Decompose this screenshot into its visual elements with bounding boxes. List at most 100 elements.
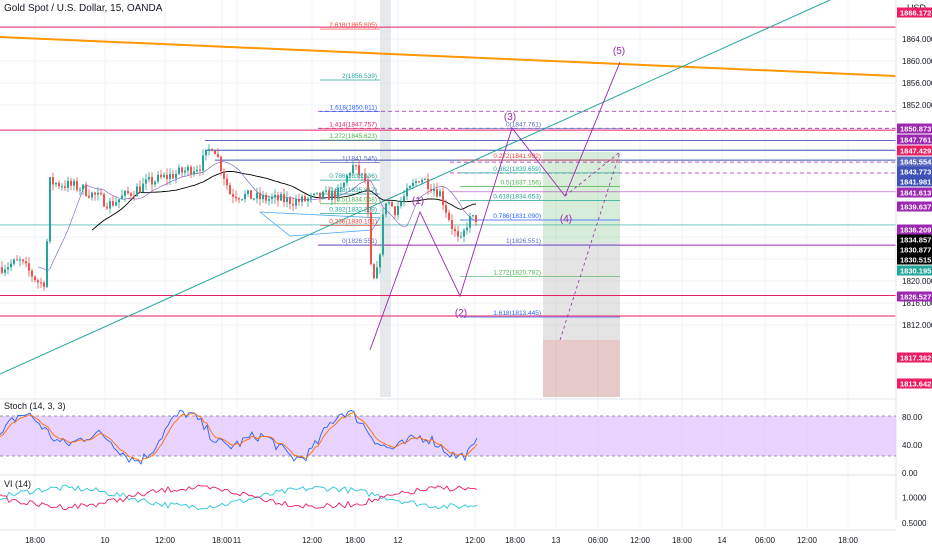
candle-body-46 <box>139 186 141 193</box>
wave-label-2: (3) <box>504 112 516 123</box>
candle-body-53 <box>160 174 162 178</box>
candle-body-97 <box>292 204 294 206</box>
price-label-0: 1866.172 <box>900 9 931 18</box>
candle-body-133 <box>400 201 402 206</box>
candle-body-145 <box>436 189 438 197</box>
candle-body-137 <box>412 182 414 187</box>
candle-body-47 <box>142 183 144 193</box>
candle-body-13 <box>40 282 42 284</box>
candle-body-61 <box>184 170 186 173</box>
candle-body-49 <box>148 177 150 180</box>
fib-ext-label-7: 0.618(1835.817) <box>329 187 377 194</box>
candle-body-51 <box>154 181 156 185</box>
wave-label-3: (4) <box>560 214 572 225</box>
price-label-box-2 <box>897 134 932 145</box>
candle-body-3 <box>10 263 12 268</box>
candle-body-39 <box>118 199 120 203</box>
stoch-band <box>0 416 896 456</box>
candle-body-146 <box>439 191 441 197</box>
candle-body-156 <box>469 216 471 228</box>
candle-body-119 <box>358 165 360 175</box>
candle-body-131 <box>394 206 396 216</box>
fib-ret-label-5: 0.786(1831.090) <box>493 213 541 220</box>
fib-ext-label-4: 1.272(1845.623) <box>329 133 377 140</box>
candle-body-81 <box>244 193 246 200</box>
price-label-box-3 <box>897 145 932 156</box>
ma-slow <box>91 171 476 231</box>
stop-zone <box>543 340 620 397</box>
candle-body-68 <box>205 149 207 156</box>
candle-body-19 <box>58 182 60 187</box>
price-label-13: 1830.195 <box>900 267 931 276</box>
fib-ret-label-1: 0.272(1841.992) <box>493 153 541 160</box>
time-tick-5: 12:00 <box>302 536 323 545</box>
price-tick-7: 1816.000 <box>902 299 932 308</box>
candle-body-59 <box>178 167 180 174</box>
candle-body-111 <box>334 190 336 199</box>
candle-body-129 <box>388 202 390 204</box>
candle-body-88 <box>265 195 267 201</box>
candle-body-96 <box>289 197 291 205</box>
candle-body-93 <box>280 194 282 201</box>
candle-body-10 <box>31 270 33 277</box>
vi-tick-0: 1.0000 <box>902 493 927 502</box>
price-label-12: 1830.515 <box>900 256 931 265</box>
price-label-1: 1850.873 <box>900 125 931 134</box>
candle-body-104 <box>313 193 315 196</box>
candle-body-108 <box>325 190 327 192</box>
candle-body-18 <box>55 182 57 185</box>
candle-body-94 <box>283 194 285 203</box>
candle-body-120 <box>361 173 363 175</box>
candle-body-150 <box>451 219 453 229</box>
candle-body-118 <box>355 165 357 167</box>
candle-body-20 <box>61 186 63 188</box>
candle-body-79 <box>238 198 240 200</box>
candle-body-158 <box>475 215 477 222</box>
candle-body-34 <box>103 194 105 207</box>
candle-body-64 <box>193 171 195 175</box>
candle-body-15 <box>46 241 48 287</box>
candle-body-153 <box>460 236 462 238</box>
price-tick-2: 1856.000 <box>902 79 932 88</box>
candle-body-134 <box>403 196 405 202</box>
candle-body-78 <box>235 196 237 199</box>
candle-body-23 <box>70 180 72 186</box>
candle-body-41 <box>124 190 126 196</box>
fib-ext-label-11: 0(1826.551) <box>342 238 377 245</box>
candle-body-115 <box>346 175 348 183</box>
candle-body-14 <box>43 282 45 287</box>
candle-body-12 <box>37 280 39 283</box>
candle-body-7 <box>22 259 24 262</box>
price-label-9: 1836.209 <box>900 226 931 235</box>
candle-body-57 <box>172 174 174 179</box>
price-label-box-8 <box>897 201 932 212</box>
candle-body-74 <box>223 171 225 179</box>
time-tick-0: 18:00 <box>25 536 46 545</box>
candle-body-28 <box>85 184 87 196</box>
candle-body-132 <box>397 205 399 216</box>
candle-body-36 <box>109 201 111 209</box>
candle-body-75 <box>226 178 228 186</box>
fib-ret-label-7: 1.272(1820.782) <box>493 270 541 277</box>
candle-body-117 <box>352 165 354 174</box>
candle-body-38 <box>115 202 117 206</box>
candle-body-91 <box>274 194 276 198</box>
candle-body-37 <box>112 201 114 206</box>
candle-body-109 <box>328 190 330 200</box>
wave-label-4: (5) <box>613 46 625 57</box>
candle-body-31 <box>94 192 96 195</box>
candle-body-62 <box>187 166 189 171</box>
candle-body-8 <box>25 261 27 264</box>
candle-body-56 <box>169 174 171 179</box>
candle-body-86 <box>259 192 261 200</box>
fib-ext-label-5: 1(1841.545) <box>342 156 377 163</box>
price-label-box-0 <box>897 7 932 18</box>
candle-body-154 <box>463 230 465 237</box>
candle-body-95 <box>286 197 288 203</box>
time-tick-10: 13 <box>552 536 561 545</box>
candle-body-1 <box>4 269 6 273</box>
candle-body-30 <box>91 192 93 198</box>
price-tick-3: 1852.000 <box>902 101 932 110</box>
